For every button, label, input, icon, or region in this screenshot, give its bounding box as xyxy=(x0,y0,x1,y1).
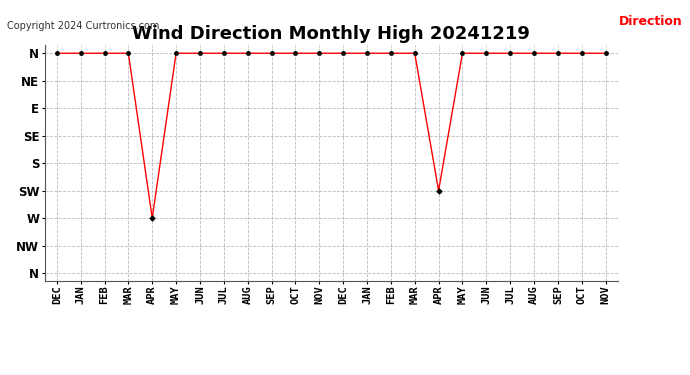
Text: Copyright 2024 Curtronics.com: Copyright 2024 Curtronics.com xyxy=(7,21,159,31)
Title: Wind Direction Monthly High 20241219: Wind Direction Monthly High 20241219 xyxy=(132,26,530,44)
Text: Direction: Direction xyxy=(620,15,683,28)
